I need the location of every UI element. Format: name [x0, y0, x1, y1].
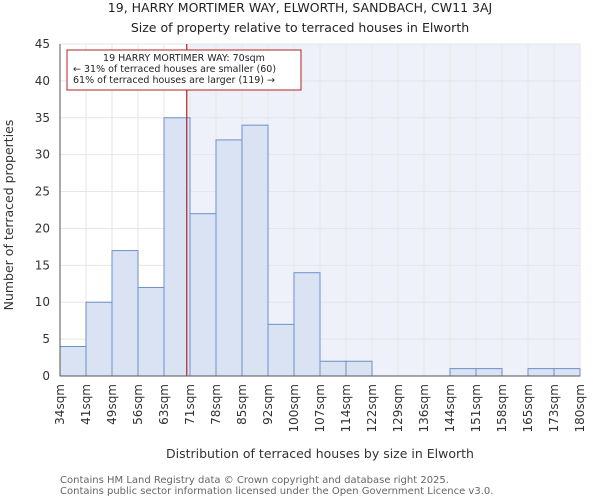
y-tick-label: 45 — [35, 37, 50, 51]
y-tick-labels: 0 5 10 15 20 25 30 35 40 45 — [35, 37, 50, 383]
annotation-line-1: 19 HARRY MORTIMER WAY: 70sqm — [103, 53, 265, 64]
x-tick-label: 173sqm — [547, 384, 561, 432]
y-tick-label: 0 — [42, 369, 50, 383]
x-tick-label: 151sqm — [469, 384, 483, 432]
histogram-bar — [137, 286, 165, 377]
x-tick-label: 56sqm — [131, 384, 145, 425]
y-tick-label: 5 — [42, 332, 50, 346]
x-axis-title: Distribution of terraced houses by size … — [166, 446, 474, 461]
histogram-bar — [527, 368, 555, 377]
x-tick-label: 180sqm — [573, 384, 587, 432]
x-tick-label: 49sqm — [105, 384, 119, 425]
x-tick-label: 165sqm — [521, 384, 535, 432]
histogram-bar — [293, 272, 321, 377]
histogram-bar — [449, 368, 477, 377]
annotation-border — [66, 49, 302, 91]
x-tick-label: 41sqm — [79, 384, 93, 425]
x-tick-label: 158sqm — [495, 384, 509, 432]
histogram-bar — [267, 323, 295, 377]
histogram-bar — [345, 360, 373, 377]
bar-series — [59, 117, 581, 377]
histogram-bar — [215, 139, 243, 377]
x-tick-label: 122sqm — [365, 384, 379, 432]
chart-title: 19, HARRY MORTIMER WAY, ELWORTH, SANDBAC… — [108, 0, 492, 15]
x-tick-label: 63sqm — [157, 384, 171, 425]
axes — [59, 44, 580, 377]
histogram-bar — [111, 250, 139, 377]
histogram-bar — [553, 368, 581, 377]
x-tick-label: 34sqm — [53, 384, 67, 425]
x-tick-label: 129sqm — [391, 384, 405, 432]
x-tick-label: 144sqm — [443, 384, 457, 432]
y-tick-label: 30 — [35, 148, 50, 162]
y-tick-label: 20 — [35, 221, 50, 235]
y-axis-title: Number of terraced properties — [1, 120, 16, 311]
x-tick-label: 100sqm — [287, 384, 301, 432]
histogram-bar — [475, 368, 503, 377]
y-tick-label: 25 — [35, 185, 50, 199]
x-tick-label: 92sqm — [261, 384, 275, 425]
chart-subtitle: Size of property relative to terraced ho… — [131, 20, 469, 35]
x-tick-label: 136sqm — [417, 384, 431, 432]
x-tick-label: 114sqm — [339, 384, 353, 432]
y-tick-label: 15 — [35, 258, 50, 272]
x-tick-label: 71sqm — [183, 384, 197, 425]
x-tick-label: 78sqm — [209, 384, 223, 425]
histogram-bar — [85, 301, 113, 377]
x-tick-label: 107sqm — [313, 384, 327, 432]
y-tick-label: 10 — [35, 295, 50, 309]
histogram-bar — [59, 345, 87, 377]
histogram-bar — [163, 117, 191, 377]
x-tick-labels: 34sqm 41sqm 49sqm 56sqm 63sqm 71sqm 78sqm 85sqm… — [53, 384, 587, 432]
footer-line-2: Contains public sector information licen… — [60, 486, 493, 497]
footer-line-1: Contains HM Land Registry data © Crown c… — [60, 475, 449, 486]
y-tick-label: 40 — [35, 74, 50, 88]
annotation-line-3: 61% of terraced houses are larger (119) … — [73, 75, 275, 86]
histogram-bar — [189, 213, 217, 377]
y-tick-label: 35 — [35, 111, 50, 125]
x-tick-label: 85sqm — [235, 384, 249, 425]
histogram-bar — [241, 124, 269, 377]
annotation-line-2: ← 31% of terraced houses are smaller (60… — [73, 64, 276, 75]
annotation-box: 19 HARRY MORTIMER WAY: 70sqm ← 31% of te… — [66, 49, 302, 91]
histogram-bar — [319, 360, 347, 377]
